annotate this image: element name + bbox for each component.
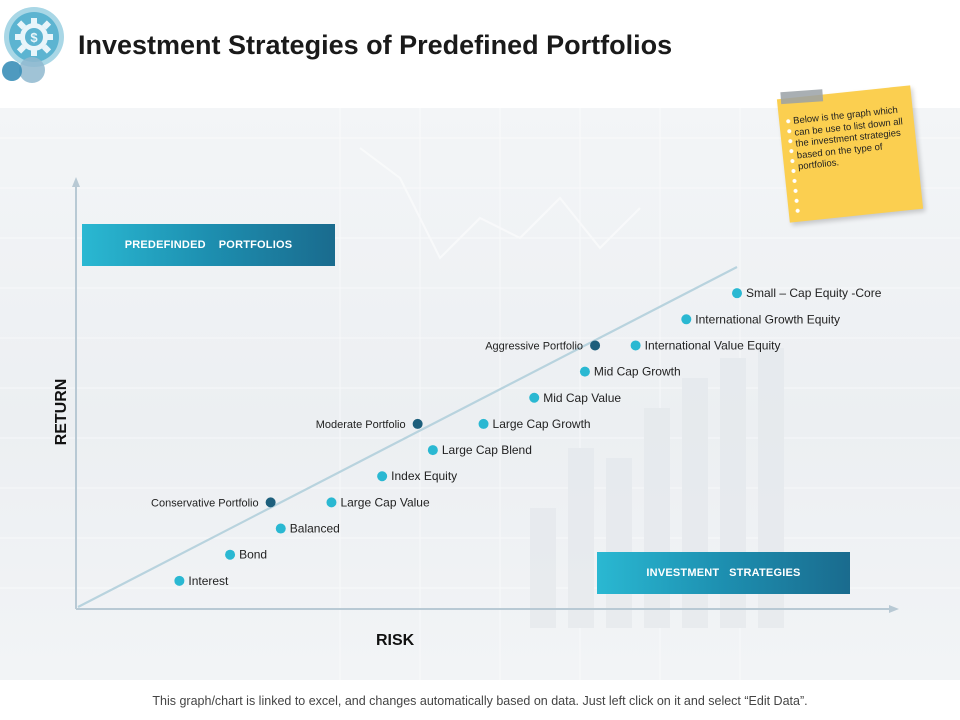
y-axis-label: RETURN bbox=[53, 378, 70, 446]
data-point bbox=[478, 418, 489, 429]
data-point bbox=[681, 314, 692, 325]
data-point bbox=[529, 392, 540, 403]
y-axis-arrow bbox=[72, 177, 80, 187]
data-label: Small – Cap Equity -Core bbox=[746, 286, 882, 300]
chart-axes bbox=[72, 177, 899, 613]
data-point bbox=[427, 445, 438, 456]
x-axis-label: RISK bbox=[376, 632, 415, 649]
svg-text:$: $ bbox=[30, 30, 38, 45]
tape-decoration bbox=[780, 89, 824, 105]
dollar-gear-icon: $ bbox=[2, 7, 64, 83]
data-label: Balanced bbox=[290, 522, 340, 536]
series-predefined-portfolios: Conservative Portfolio Moderate Portfolio… bbox=[151, 340, 601, 509]
data-point bbox=[732, 288, 742, 299]
data-point bbox=[174, 575, 185, 586]
data-point bbox=[265, 497, 276, 508]
trend-line bbox=[77, 266, 738, 608]
data-label: International Growth Equity bbox=[695, 312, 840, 326]
data-label: Large Cap Value bbox=[340, 495, 430, 509]
data-label: Mid Cap Growth bbox=[594, 365, 681, 379]
page-title: Investment Strategies of Predefined Port… bbox=[78, 30, 673, 60]
data-point bbox=[412, 418, 423, 429]
predefined-portfolios-banner: PREDEFINDED PORTFOLIOS bbox=[82, 224, 335, 266]
data-label: Aggressive Portfolio bbox=[485, 340, 583, 352]
x-axis-arrow bbox=[889, 605, 899, 613]
sticky-note-text: Below is the graph which can be use to l… bbox=[792, 104, 904, 173]
data-label: International Value Equity bbox=[645, 338, 781, 352]
data-point bbox=[590, 340, 601, 351]
data-point bbox=[275, 523, 286, 534]
sticky-note: Below is the graph which can be use to l… bbox=[776, 85, 924, 223]
data-point bbox=[326, 497, 337, 508]
data-point bbox=[579, 366, 590, 377]
data-label: Index Equity bbox=[391, 469, 457, 483]
data-point bbox=[225, 549, 236, 560]
investment-strategies-banner: INVESTMENT STRATEGIES bbox=[597, 552, 850, 594]
data-label: Large Cap Growth bbox=[493, 417, 591, 431]
data-label: Interest bbox=[188, 574, 229, 588]
data-label: Large Cap Blend bbox=[442, 443, 532, 457]
footer-note: This graph/chart is linked to excel, and… bbox=[152, 694, 808, 708]
data-label: Conservative Portfolio bbox=[151, 497, 259, 509]
data-label: Moderate Portfolio bbox=[316, 419, 406, 431]
data-point bbox=[630, 340, 641, 351]
data-point bbox=[377, 471, 388, 482]
data-label: Mid Cap Value bbox=[543, 391, 621, 405]
data-label: Bond bbox=[239, 548, 267, 562]
